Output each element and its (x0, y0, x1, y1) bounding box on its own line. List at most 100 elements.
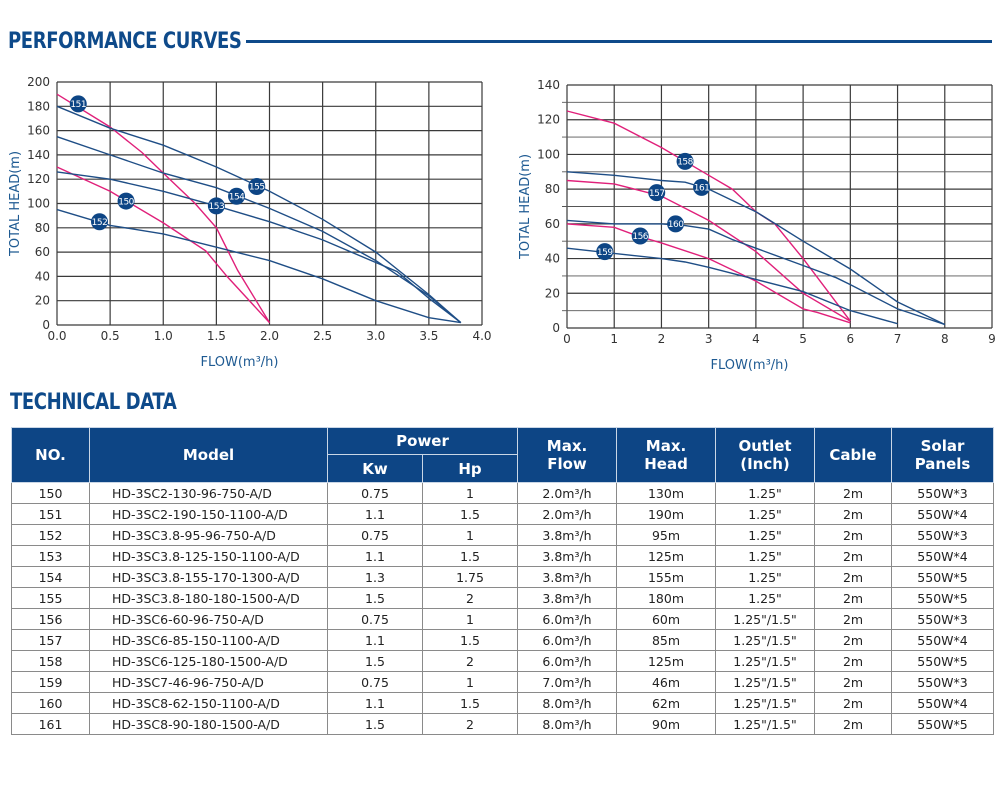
curve-159 (566, 247, 898, 325)
table-row: 156 HD-3SC6-60-96-750-A/D 0.75 1 6.0m³/h 60m 1… (11, 608, 995, 630)
x-tick-label: 7 (894, 332, 902, 346)
cell-kw: 0.75 (327, 671, 423, 693)
table-row: 154 HD-3SC3.8-155-170-1300-A/D 1.3 1.75 3.8m… (11, 566, 995, 588)
cell-hp: 2 (421, 650, 519, 672)
cell-model: HD-3SC8-62-150-1100-A/D (89, 692, 328, 714)
curve-badge-150: 150 (117, 192, 135, 210)
cell-no: 151 (11, 503, 90, 525)
grid (56, 81, 483, 326)
cell-flow: 7.0m³/h (517, 671, 618, 693)
cell-flow: 2.0m³/h (517, 482, 618, 504)
y-tick-label: 100 (537, 147, 560, 161)
x-tick-label: 1.5 (207, 329, 226, 343)
curve-badge-158: 158 (676, 152, 694, 170)
badge-label: 161 (694, 184, 710, 194)
curve-badge-161: 161 (693, 178, 711, 196)
cell-model: HD-3SC6-60-96-750-A/D (89, 608, 328, 630)
cell-outlet: 1.25" (715, 545, 816, 567)
cell-model: HD-3SC7-46-96-750-A/D (89, 671, 328, 693)
cell-head: 46m (616, 671, 717, 693)
y-tick-label: 20 (35, 294, 50, 308)
cell-kw: 1.1 (327, 503, 423, 525)
cell-cable: 2m (814, 524, 893, 546)
y-tick-label: 0 (42, 318, 50, 332)
cell-kw: 0.75 (327, 608, 423, 630)
header-solar-panels: Solar Panels (891, 427, 995, 483)
badge-label: 150 (118, 197, 134, 207)
y-tick-label: 0 (552, 321, 560, 335)
cell-outlet: 1.25" (715, 566, 816, 588)
badge-circle (667, 215, 685, 233)
cell-cable: 2m (814, 545, 893, 567)
y-tick-label: 200 (27, 75, 50, 89)
cell-model: HD-3SC3.8-95-96-750-A/D (89, 524, 328, 546)
header-solar-line1: Solar (920, 437, 965, 455)
cell-outlet: 1.25"/1.5" (715, 671, 816, 693)
header-power: Power (326, 427, 519, 455)
x-axis-label: FLOW(m³/h) (201, 355, 279, 370)
cell-flow: 3.8m³/h (517, 545, 618, 567)
cell-model: HD-3SC2-190-150-1100-A/D (89, 503, 328, 525)
title-rule (246, 40, 992, 43)
y-tick-label: 40 (35, 269, 50, 283)
cell-flow: 8.0m³/h (517, 713, 618, 735)
cell-no: 154 (11, 566, 90, 588)
cell-flow: 3.8m³/h (517, 524, 618, 546)
cell-cable: 2m (814, 587, 893, 609)
cell-flow: 6.0m³/h (517, 629, 618, 651)
header-outlet-line2: (Inch) (740, 455, 790, 473)
cell-solar: 550W*5 (891, 587, 995, 609)
cell-cable: 2m (814, 629, 893, 651)
cell-solar: 550W*4 (891, 692, 995, 714)
cell-hp: 1.5 (421, 503, 519, 525)
curve-160 (566, 219, 946, 326)
curve-badge-160: 160 (667, 215, 685, 233)
y-axis-label: TOTAL HEAD(m) (518, 154, 533, 260)
cell-kw: 0.75 (327, 482, 423, 504)
header-outlet: Outlet (Inch) (715, 427, 816, 483)
cell-kw: 0.75 (327, 524, 423, 546)
y-tick-label: 120 (27, 172, 50, 186)
cell-flow: 8.0m³/h (517, 692, 618, 714)
performance-chart-right: 0 1 2 3 4 5 6 7 8 9 0 20 40 60 80 100 120 140 FLOW(m³/h) TO… (518, 78, 996, 373)
cell-head: 85m (616, 629, 717, 651)
badge-label: 151 (70, 100, 86, 110)
x-tick-label: 0 (563, 332, 571, 346)
cell-hp: 1.75 (421, 566, 519, 588)
performance-chart-left: 0.0 0.5 1.0 1.5 2.0 2.5 3.0 3.5 4.0 0 20 40 60 80 100 1… (8, 75, 492, 370)
header-max-flow-line1: Max. (546, 437, 588, 455)
header-max-flow: Max. Flow (517, 427, 618, 483)
y-tick-label: 80 (35, 221, 50, 235)
cell-flow: 6.0m³/h (517, 650, 618, 672)
x-tick-label: 3.0 (366, 329, 385, 343)
cell-head: 125m (616, 545, 717, 567)
cell-model: HD-3SC6-125-180-1500-A/D (89, 650, 328, 672)
cell-head: 130m (616, 482, 717, 504)
cell-solar: 550W*3 (891, 671, 995, 693)
cell-model: HD-3SC8-90-180-1500-A/D (89, 713, 328, 735)
cell-flow: 3.8m³/h (517, 566, 618, 588)
curve-158 (566, 110, 851, 322)
x-tick-label: 0.0 (47, 329, 66, 343)
cell-solar: 550W*4 (891, 545, 995, 567)
curve-155 (56, 105, 462, 324)
curve-badge-159: 159 (596, 243, 614, 261)
badge-circle (631, 227, 649, 245)
badge-circle (693, 178, 711, 196)
badge-label: 159 (597, 248, 613, 258)
cell-outlet: 1.25"/1.5" (715, 650, 816, 672)
badge-circle (91, 213, 108, 231)
y-tick-label: 20 (545, 286, 560, 300)
header-max-flow-line2: Flow (547, 455, 587, 473)
curve-badge-151: 151 (69, 95, 87, 113)
cell-no: 155 (11, 587, 90, 609)
y-tick-label: 140 (537, 78, 560, 92)
badge-circle (648, 184, 666, 202)
header-max-head: Max. Head (616, 427, 717, 483)
cell-head: 62m (616, 692, 717, 714)
y-tick-label: 160 (27, 124, 50, 138)
curve-badge-156: 156 (631, 227, 649, 245)
cell-outlet: 1.25" (715, 503, 816, 525)
y-tick-label: 60 (35, 245, 50, 259)
curve-161 (566, 171, 946, 326)
